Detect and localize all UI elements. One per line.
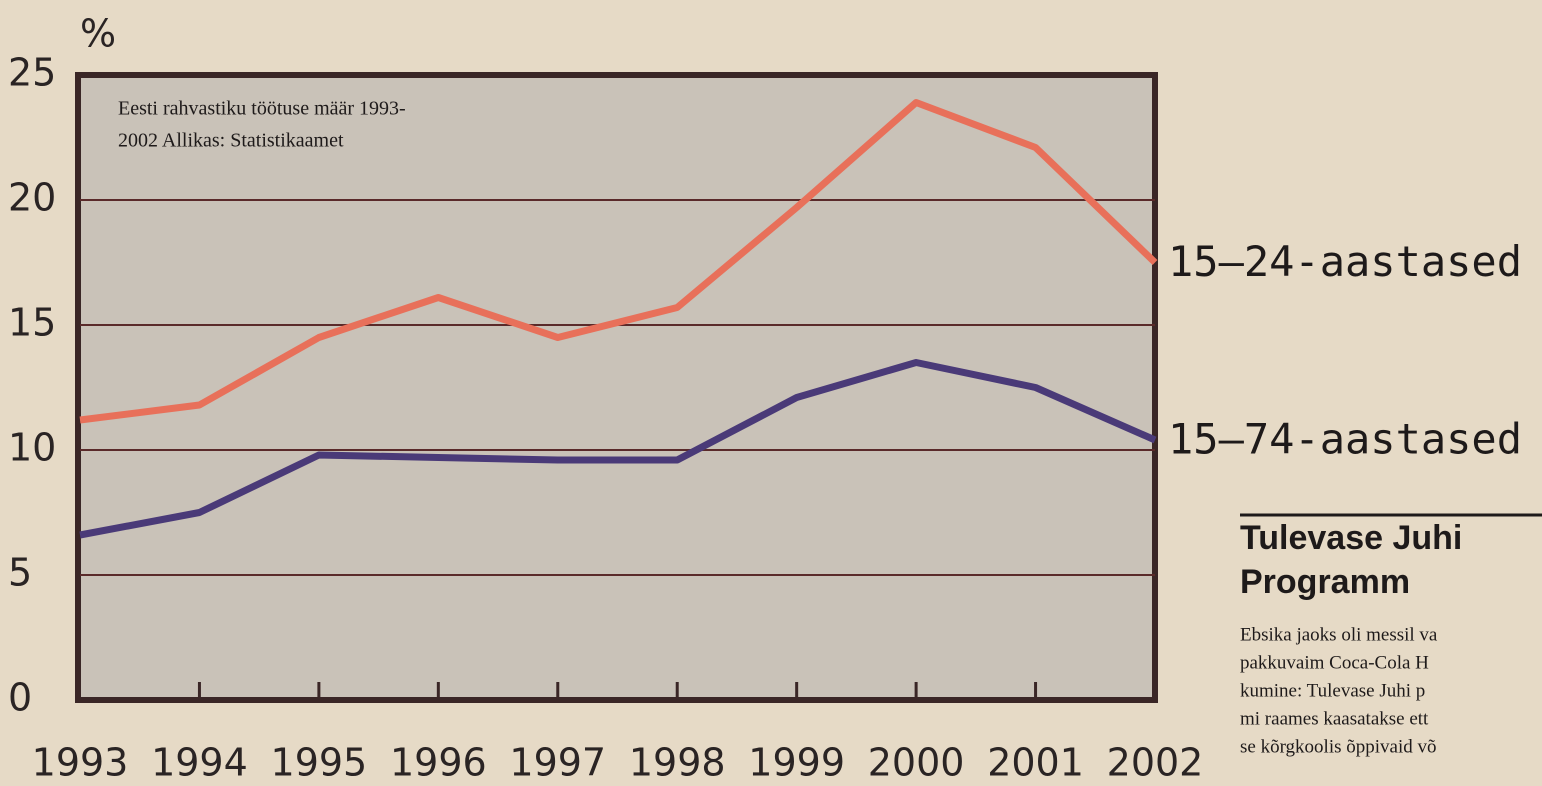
sidebar-text: se kõrgkoolis õppivaid võ xyxy=(1240,736,1437,757)
y-tick-label: 0 xyxy=(8,676,32,720)
x-tick-label: 1998 xyxy=(629,741,726,785)
sidebar-text: mi raames kaasatakse ett xyxy=(1240,708,1429,729)
y-tick-label: 20 xyxy=(8,176,56,220)
y-tick-label: 10 xyxy=(8,426,56,470)
y-axis-label: % xyxy=(80,12,116,56)
plot-area xyxy=(75,72,1158,703)
x-tick-label: 1996 xyxy=(390,741,487,785)
x-tick-label: 1994 xyxy=(151,741,248,785)
x-tick-label: 2001 xyxy=(987,741,1084,785)
x-tick-label: 1995 xyxy=(271,741,368,785)
series-label: 15–24-aastased xyxy=(1168,237,1522,286)
sidebar-text: Ebsika jaoks oli messil va xyxy=(1240,624,1438,645)
y-tick-label: 25 xyxy=(8,51,56,95)
annotation: Eesti rahvastiku töötuse määr 1993- xyxy=(118,98,406,120)
x-tick-label: 1993 xyxy=(32,741,129,785)
x-tick-label: 2000 xyxy=(868,741,965,785)
series-line xyxy=(79,359,1157,539)
sidebar-text: kumine: Tulevase Juhi p xyxy=(1240,680,1425,701)
sidebar-heading: Programm xyxy=(1240,563,1410,601)
sidebar-text: pakkuvaim Coca-Cola H xyxy=(1240,652,1429,673)
x-tick-label: 1999 xyxy=(748,741,845,785)
x-tick-label: 2002 xyxy=(1107,741,1204,785)
x-tick-label: 1997 xyxy=(509,741,606,785)
series-line xyxy=(79,99,1158,424)
series-label: 15–74-aastased xyxy=(1168,415,1522,464)
y-tick-label: 5 xyxy=(8,551,32,595)
y-tick-label: 15 xyxy=(8,301,56,345)
annotation: 2002 Allikas: Statistikaamet xyxy=(118,130,344,152)
sidebar-heading: Tulevase Juhi xyxy=(1240,519,1462,557)
